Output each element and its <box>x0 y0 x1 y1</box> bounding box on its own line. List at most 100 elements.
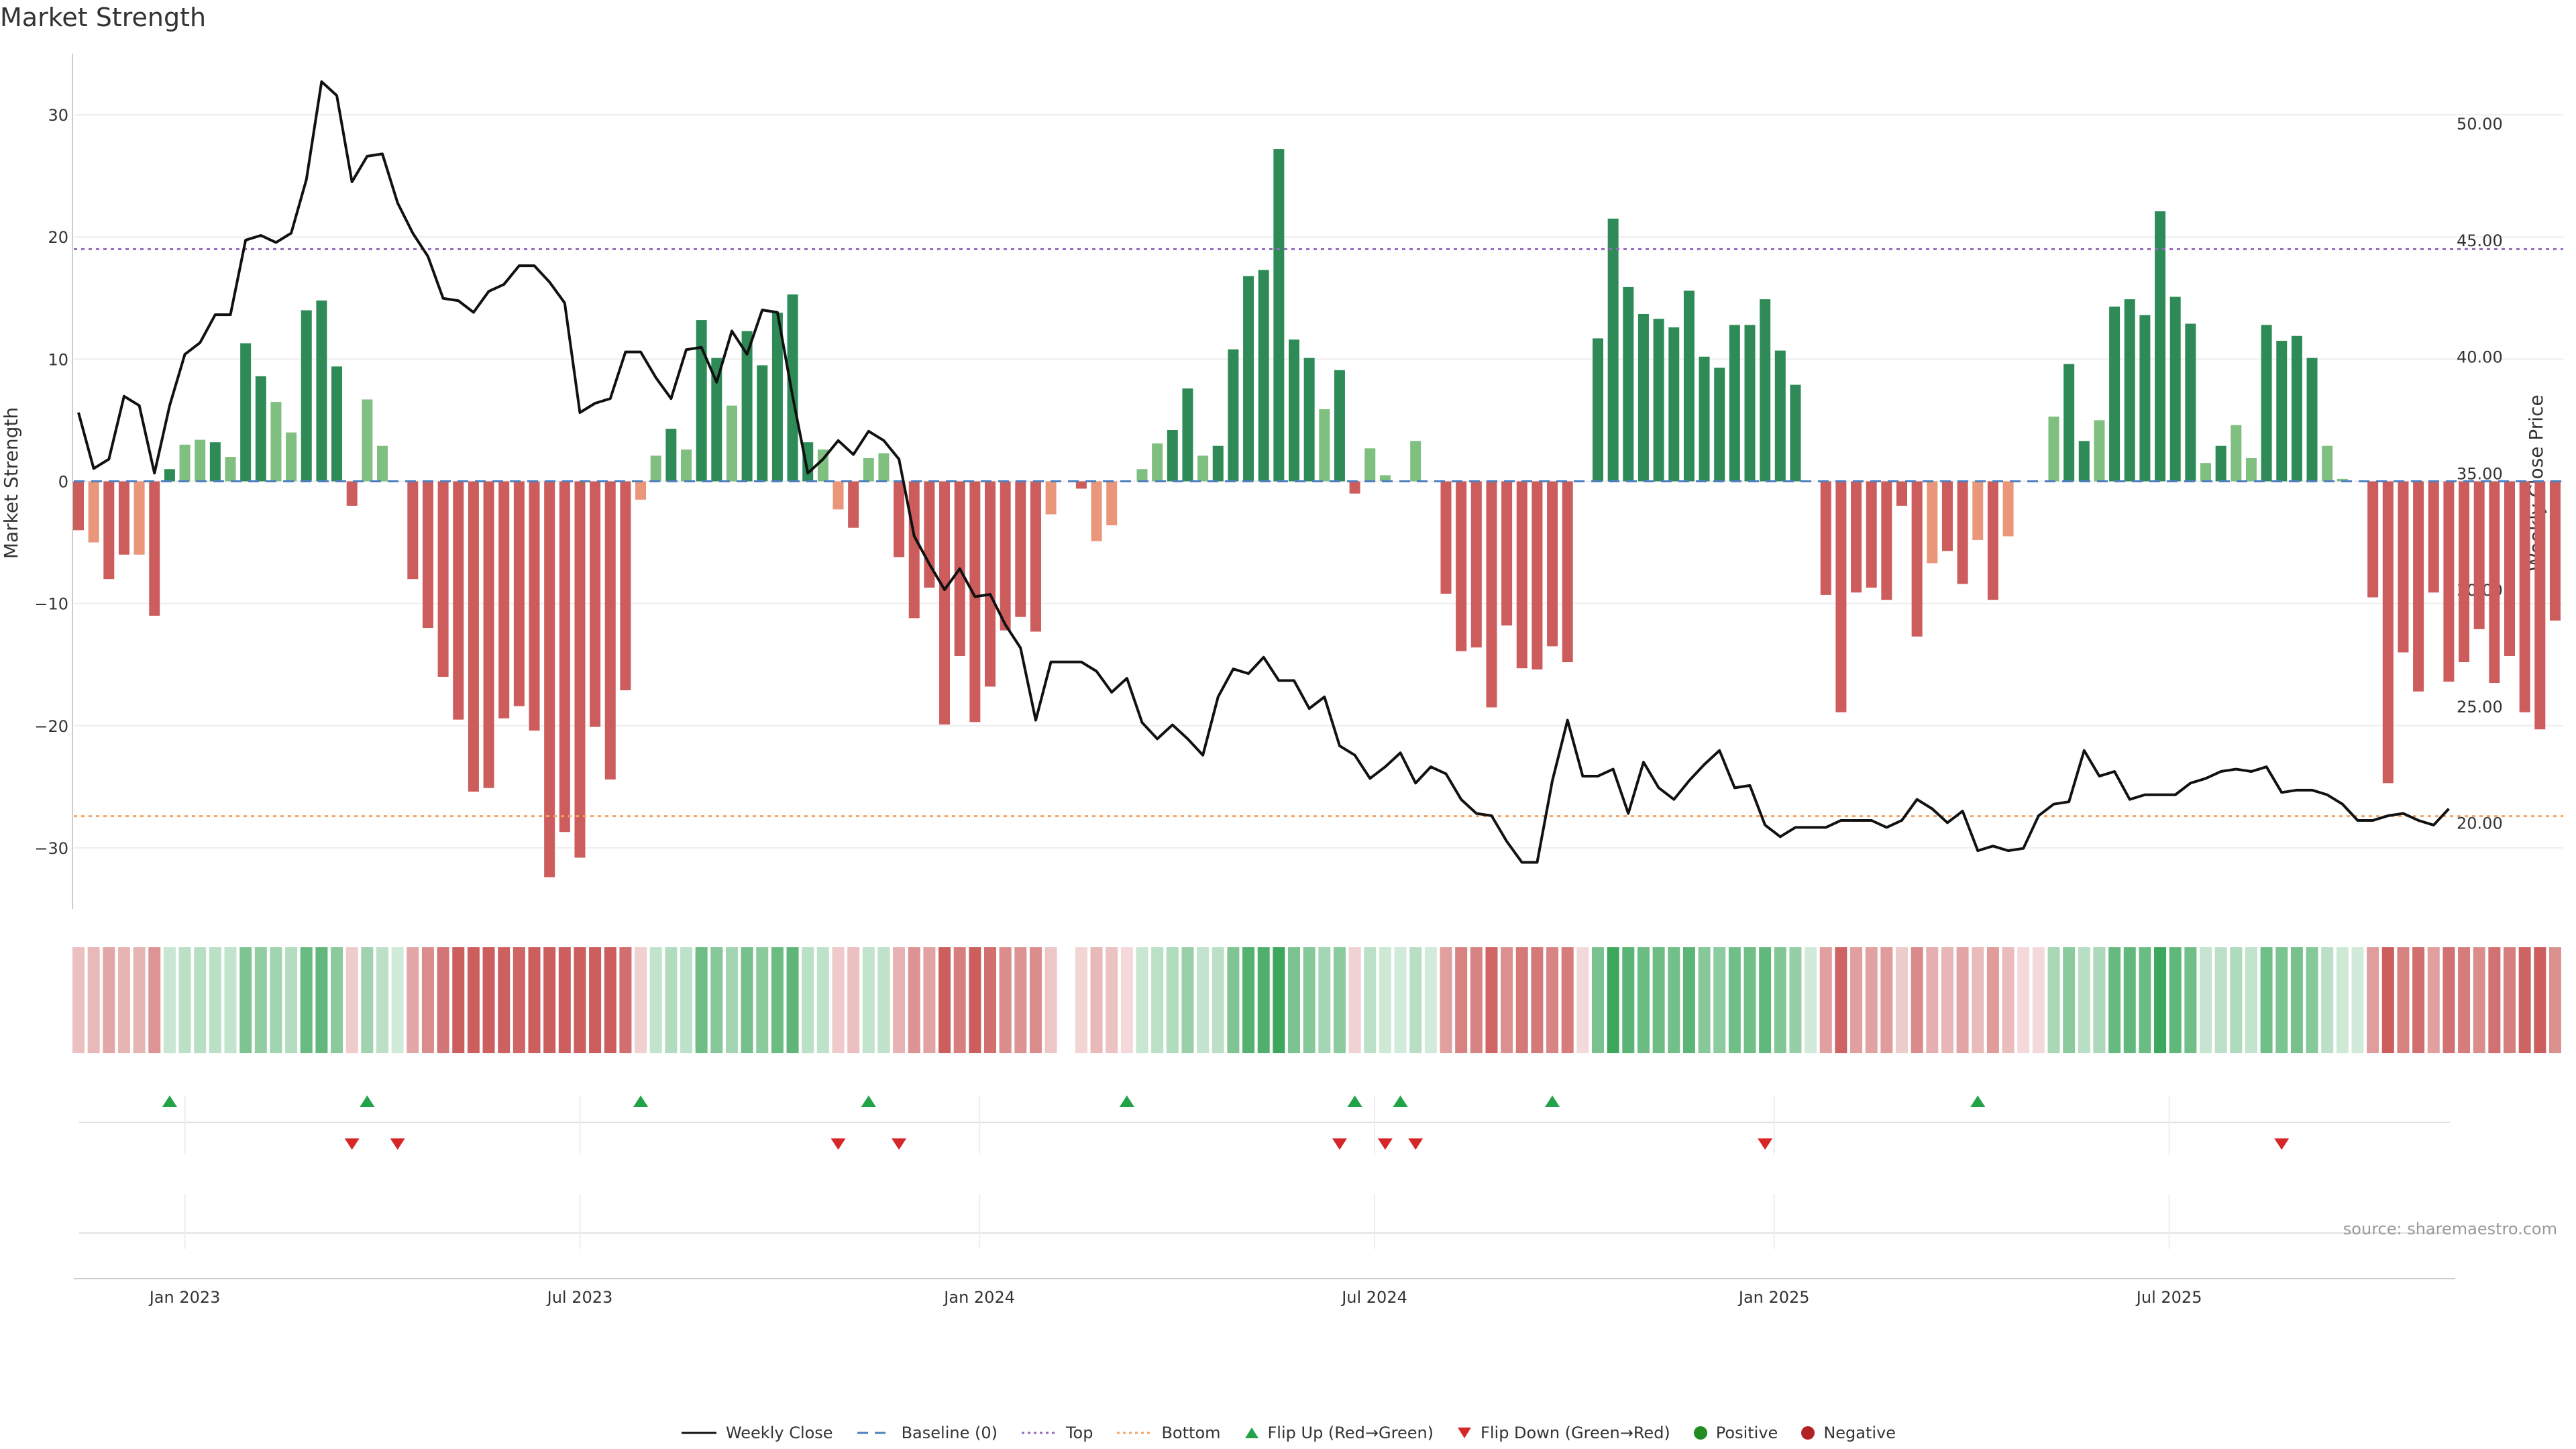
legend-label: Weekly Close <box>725 1424 833 1442</box>
strength-bar <box>316 300 327 482</box>
heat-cell <box>2184 947 2197 1053</box>
strength-bar <box>1410 441 1421 482</box>
strength-bar <box>1593 338 1603 482</box>
heat-cell <box>1819 947 1832 1053</box>
strength-bar <box>1136 469 1148 482</box>
heat-cell <box>1743 947 1756 1053</box>
heat-cell <box>178 947 191 1053</box>
strength-bar <box>1456 481 1467 651</box>
heat-cell <box>1531 947 1544 1053</box>
strength-bar <box>2124 299 2135 482</box>
heat-cell <box>1896 947 1908 1053</box>
heat-cell <box>574 947 586 1053</box>
heat-cell <box>1212 947 1224 1053</box>
strength-bar <box>1000 481 1011 631</box>
heat-cell <box>1986 947 1999 1053</box>
heat-cell <box>1181 947 1194 1053</box>
left-tick-label: 10 <box>48 350 68 369</box>
strength-bar <box>2048 416 2059 482</box>
heat-cell <box>1394 947 1407 1053</box>
heat-cell <box>300 947 313 1053</box>
heat-cell <box>2200 947 2212 1053</box>
circle-icon <box>1801 1426 1815 1440</box>
heat-cell <box>2336 947 2349 1053</box>
legend-item-positive: Positive <box>1693 1424 1778 1442</box>
flip-up-marker <box>1119 1095 1134 1107</box>
heat-cell <box>802 947 814 1053</box>
heat-cell <box>938 947 951 1053</box>
strength-bar <box>1699 356 1710 482</box>
strength-bar <box>2245 458 2257 482</box>
heat-cell <box>1364 947 1377 1053</box>
strength-bar <box>118 481 129 555</box>
heat-cell <box>665 947 678 1053</box>
strength-bar <box>559 481 570 833</box>
heat-cell <box>1956 947 1969 1053</box>
heat-cell <box>847 947 860 1053</box>
strength-bar <box>604 481 616 780</box>
strength-bar <box>1607 218 1619 482</box>
heat-cell <box>2473 947 2485 1053</box>
strength-bar <box>1866 481 1877 588</box>
heat-cell <box>2351 947 2364 1053</box>
strength-bar <box>2231 425 2242 482</box>
heat-cell <box>1044 947 1057 1053</box>
heat-cell <box>771 947 784 1053</box>
heat-cell <box>2534 947 2546 1053</box>
heat-cell <box>391 947 404 1053</box>
strength-bar <box>1972 481 1984 540</box>
heat-cell <box>1607 947 1619 1053</box>
legend-label: Flip Down (Green→Red) <box>1481 1424 1670 1442</box>
strength-bar <box>1106 481 1118 526</box>
strength-bar <box>1896 481 1907 506</box>
heat-cell <box>1637 947 1650 1053</box>
heat-cell <box>361 947 374 1053</box>
strength-bar <box>574 481 586 858</box>
heat-cell <box>1318 947 1331 1053</box>
strength-bar <box>1486 481 1497 708</box>
heat-cell <box>437 947 449 1053</box>
legend-label: Flip Up (Red→Green) <box>1267 1424 1434 1442</box>
heat-cell <box>1379 947 1391 1053</box>
heat-cell <box>72 947 85 1053</box>
heat-cell <box>2306 947 2318 1053</box>
strength-bar <box>833 481 844 510</box>
strength-bar <box>1760 299 1771 482</box>
strength-bar <box>726 405 737 482</box>
strength-bar <box>270 402 282 482</box>
strength-bar <box>1941 481 1953 551</box>
heat-cell <box>953 947 966 1053</box>
left-tick-label: −10 <box>34 595 68 614</box>
strength-bar <box>1303 358 1315 482</box>
strength-bar <box>453 481 464 720</box>
strength-bar <box>590 481 601 727</box>
strength-bar <box>2291 335 2302 482</box>
strength-bar <box>878 453 890 482</box>
strength-bar <box>2078 441 2090 482</box>
strength-bar <box>1030 481 1041 632</box>
heat-cell <box>695 947 708 1053</box>
strength-bar <box>1364 448 1376 482</box>
heat-cell <box>376 947 388 1053</box>
flip-up-marker <box>861 1095 876 1107</box>
legend-label: Bottom <box>1161 1424 1221 1442</box>
heat-cell <box>756 947 769 1053</box>
flip-up-marker <box>1347 1095 1362 1107</box>
legend-label: Top <box>1065 1424 1093 1442</box>
heat-cell <box>1485 947 1498 1053</box>
heat-cell <box>2260 947 2273 1053</box>
left-tick-label: −30 <box>34 839 68 858</box>
heat-cell <box>2427 947 2440 1053</box>
heat-cell <box>2108 947 2121 1053</box>
strength-bar <box>1243 276 1254 482</box>
heat-cell <box>2381 947 2394 1053</box>
strength-bar <box>179 444 191 482</box>
heat-cell <box>543 947 556 1053</box>
x-tick-label: Jan 2025 <box>1737 1288 1810 1307</box>
heat-cell <box>558 947 571 1053</box>
heat-cell <box>1515 947 1528 1053</box>
legend-item-weekly-close: Weekly Close <box>680 1424 833 1442</box>
heat-cell <box>1029 947 1042 1053</box>
strength-bar <box>939 481 951 724</box>
strength-bar <box>529 481 540 731</box>
